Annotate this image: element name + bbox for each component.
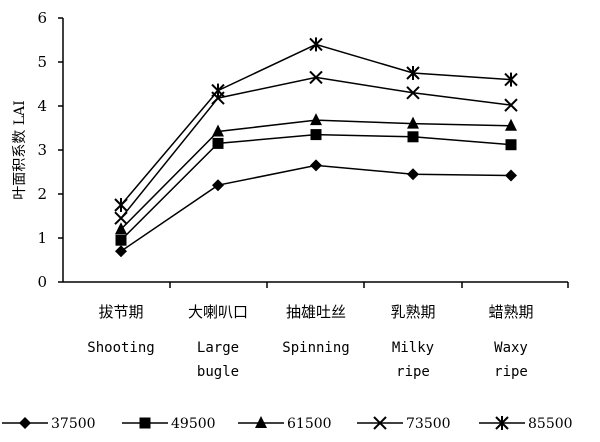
- series-73500: [114, 70, 518, 225]
- marker-asterisk: [114, 198, 128, 212]
- marker-asterisk: [406, 66, 420, 80]
- marker-square: [310, 129, 322, 141]
- marker-x: [406, 86, 420, 100]
- series-37500: [115, 159, 517, 258]
- marker-x: [504, 98, 518, 112]
- legend-label: 37500: [51, 416, 96, 432]
- legend-label: 73500: [406, 416, 451, 432]
- marker-x: [114, 211, 128, 225]
- y-tick-label: 2: [37, 185, 47, 203]
- x-category-label-en: Shooting: [87, 340, 154, 356]
- marker-x-stroke: [504, 98, 518, 112]
- labels-layer: 0 1 2 3 4 5 6 叶面积系数 LAI 拔节期 Shooting 大喇叭口 Large bugl…: [12, 9, 534, 380]
- marker-x-stroke: [373, 416, 387, 430]
- marker-triangle: [212, 124, 224, 137]
- marker-diamond: [310, 159, 322, 172]
- x-category-label-en: ripe: [494, 364, 528, 380]
- marker-asterisk: [495, 416, 509, 430]
- marker-asterisk: [211, 83, 225, 98]
- marker-triangle: [407, 116, 419, 129]
- legend-item-73500: 73500: [357, 416, 451, 432]
- series-layer: [114, 37, 518, 258]
- x-category-label-en: Waxy: [494, 340, 528, 356]
- marker-triangle: [310, 113, 322, 126]
- marker-triangle: [255, 416, 267, 428]
- marker-diamond: [505, 169, 517, 182]
- series-61500: [115, 113, 517, 235]
- marker-x: [309, 70, 323, 85]
- marker-triangle: [505, 118, 517, 131]
- series-line-73500: [120, 76, 512, 219]
- marker-diamond: [407, 168, 419, 181]
- marker-asterisk: [504, 72, 518, 87]
- x-category-label-en: Spinning: [282, 340, 349, 356]
- x-category-label-en: bugle: [197, 364, 239, 380]
- x-category-label-cn: 拔节期: [98, 303, 143, 321]
- y-tick-label: 0: [37, 273, 47, 291]
- x-category-label-en: Milky: [392, 340, 434, 356]
- x-category-label-en: ripe: [396, 364, 430, 380]
- x-category-label-en: Large: [197, 340, 239, 356]
- x-category-label-cn: 抽雄吐丝: [286, 303, 346, 321]
- axes: [58, 17, 569, 288]
- x-category-label-cn: 大喇叭口: [188, 303, 248, 321]
- marker-diamond: [19, 417, 31, 429]
- legend-label: 61500: [287, 416, 332, 432]
- y-tick-label: 3: [37, 141, 47, 159]
- series-line-37500: [120, 164, 512, 252]
- y-tick-label: 1: [37, 229, 47, 247]
- marker-diamond: [115, 245, 127, 258]
- legend-item-61500: 61500: [238, 416, 332, 432]
- marker-square: [139, 417, 151, 429]
- y-tick-label: 4: [37, 97, 47, 115]
- marker-x-stroke: [114, 211, 128, 225]
- series-line-49500: [120, 133, 512, 241]
- marker-x-stroke: [309, 70, 323, 85]
- legend-item-85500: 85500: [479, 416, 573, 432]
- series-49500: [115, 129, 517, 246]
- marker-square: [505, 139, 517, 151]
- legend-label: 85500: [528, 416, 573, 432]
- legend-label: 49500: [171, 416, 216, 432]
- y-axis-label: 叶面积系数 LAI: [12, 100, 28, 199]
- series-85500: [114, 37, 518, 212]
- marker-square: [212, 137, 224, 149]
- marker-square: [407, 131, 419, 143]
- legend: 37500 49500 61500 73500 85500: [2, 416, 573, 432]
- y-tick-label: 5: [37, 53, 47, 71]
- marker-diamond: [212, 179, 224, 192]
- legend-item-49500: 49500: [122, 416, 216, 432]
- x-category-label-cn: 蜡熟期: [488, 303, 533, 321]
- marker-x-stroke: [406, 86, 420, 100]
- marker-triangle: [115, 222, 127, 235]
- x-category-label-cn: 乳熟期: [390, 303, 435, 321]
- legend-item-37500: 37500: [2, 416, 96, 432]
- marker-x: [373, 416, 387, 430]
- marker-square: [115, 234, 127, 246]
- marker-asterisk: [309, 37, 323, 52]
- y-tick-label: 6: [37, 9, 47, 27]
